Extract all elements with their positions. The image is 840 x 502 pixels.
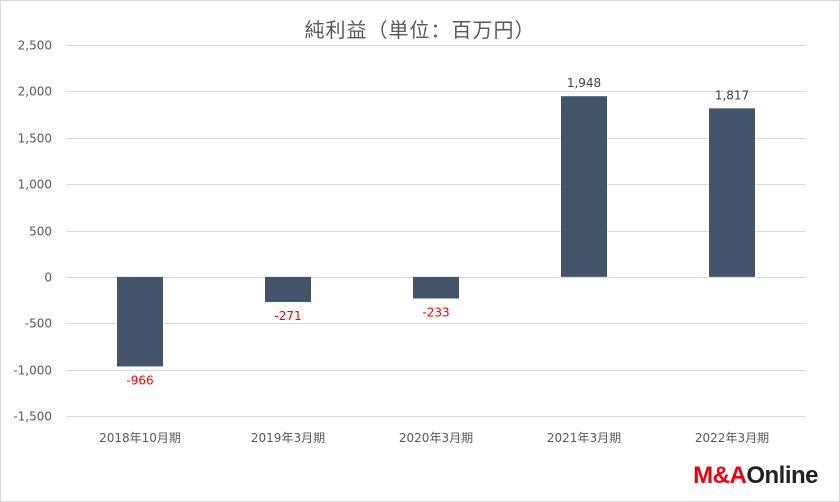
bar — [117, 276, 163, 367]
chart-title: 純利益（単位：百万円） — [304, 18, 536, 42]
logo: M&AOnline — [693, 462, 818, 490]
bar — [561, 96, 607, 277]
data-label: 1,948 — [567, 76, 601, 90]
y-tick-label: 2,000 — [18, 85, 52, 99]
x-tick-label: 2021年3月期 — [547, 431, 621, 445]
y-tick-label: 500 — [29, 225, 52, 239]
logo-part-ma: M&A — [693, 462, 747, 489]
y-tick-label: 1,500 — [18, 132, 52, 146]
bar — [265, 276, 311, 303]
data-label: -271 — [274, 309, 301, 323]
y-tick-label: -500 — [25, 317, 52, 331]
x-tick-label: 2022年3月期 — [695, 431, 769, 445]
y-tick-label: -1,500 — [13, 410, 52, 424]
y-tick-label: 0 — [44, 271, 52, 285]
data-label: -233 — [422, 305, 449, 319]
y-tick-label: -1,000 — [13, 364, 52, 378]
y-tick-label: 2,500 — [18, 39, 52, 53]
x-tick-label: 2019年3月期 — [251, 431, 325, 445]
x-tick-label: 2018年10月期 — [99, 431, 181, 445]
bar — [413, 276, 459, 299]
y-tick-label: 1,000 — [18, 178, 52, 192]
bar — [709, 108, 755, 277]
logo-part-online: Online — [746, 462, 818, 489]
data-label: 1,817 — [715, 88, 749, 102]
data-label: -966 — [126, 373, 153, 387]
x-tick-label: 2020年3月期 — [399, 431, 473, 445]
